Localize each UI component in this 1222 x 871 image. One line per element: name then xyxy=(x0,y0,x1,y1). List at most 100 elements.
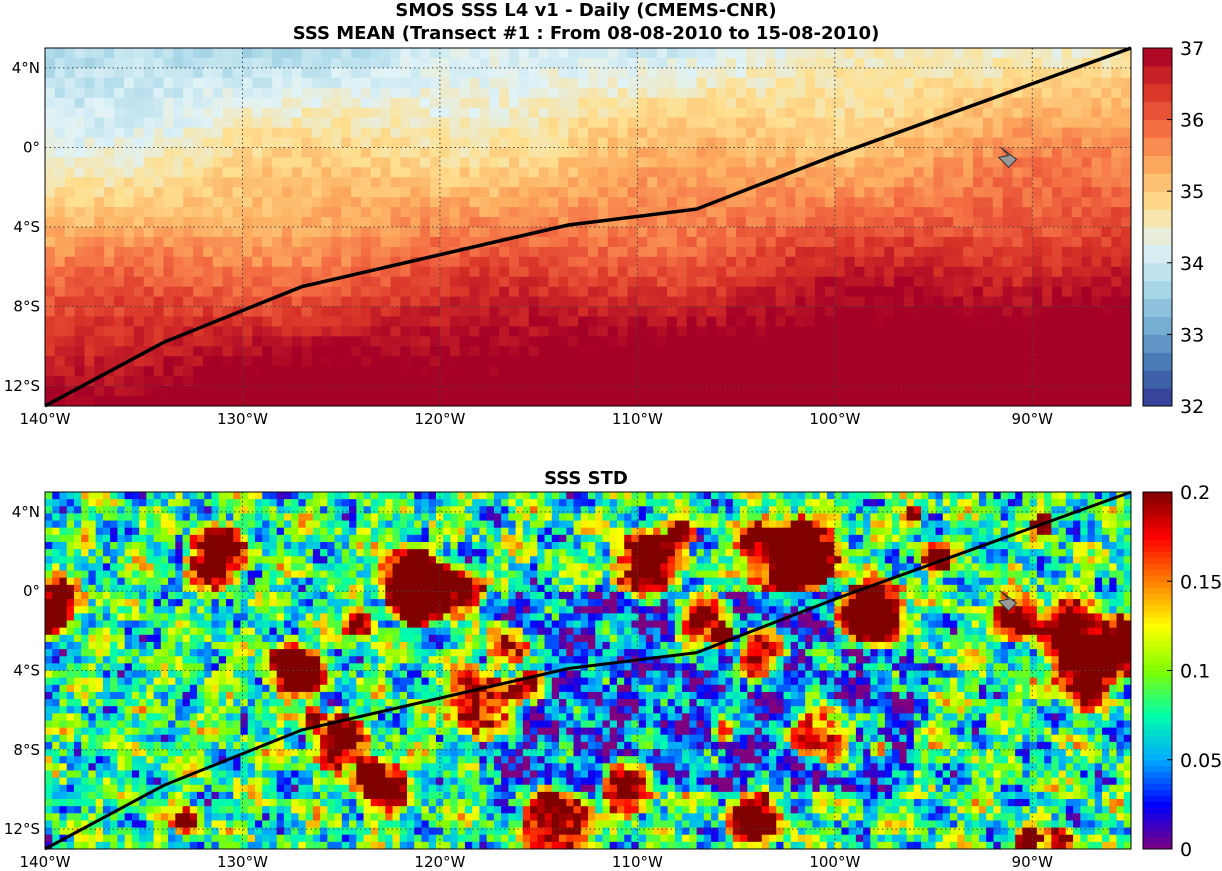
colorbar-tick-label-std: 0.15 xyxy=(1180,571,1222,593)
colorbar-swatch xyxy=(1143,831,1172,838)
lon-tick-label-mean: 140°W xyxy=(20,410,71,428)
lat-tick-label-std: 0° xyxy=(23,582,40,600)
colorbar-swatch xyxy=(1143,119,1172,138)
lon-tick-label-mean: 120°W xyxy=(414,410,465,428)
colorbar-swatch xyxy=(1143,352,1172,371)
sss-std-frame xyxy=(44,491,1132,850)
colorbar-swatch xyxy=(1143,545,1172,552)
colorbar-swatch xyxy=(1143,563,1172,570)
colorbar-swatch xyxy=(1143,801,1172,808)
colorbar-swatch xyxy=(1143,605,1172,612)
colorbar-swatch xyxy=(1143,521,1172,529)
colorbar-swatch xyxy=(1143,712,1172,719)
colorbar-swatch xyxy=(1143,334,1172,353)
lon-tick-label-std: 120°W xyxy=(414,853,465,871)
colorbar-swatch xyxy=(1143,48,1172,67)
colorbar-swatch xyxy=(1143,622,1172,630)
colorbar-swatch xyxy=(1143,718,1172,725)
colorbar-swatch xyxy=(1143,825,1172,832)
lat-tick-label-mean: 12°S xyxy=(4,377,40,395)
colorbar-tick-label-std: 0 xyxy=(1180,839,1192,861)
colorbar-swatch xyxy=(1143,658,1172,666)
colorbar-frame xyxy=(1142,47,1173,407)
colorbar-swatch xyxy=(1143,539,1172,547)
colorbar-tick-label-std: 0.1 xyxy=(1180,661,1210,683)
panel2-title: SSS STD xyxy=(544,468,628,489)
colorbar-swatch xyxy=(1143,227,1172,246)
colorbar-swatch xyxy=(1143,316,1172,335)
colorbar-swatch xyxy=(1143,370,1172,389)
colorbar-swatch xyxy=(1143,676,1172,683)
lat-tick-label-mean: 4°S xyxy=(13,218,40,236)
colorbar-swatch xyxy=(1143,652,1172,660)
lon-tick-label-mean: 90°W xyxy=(1012,410,1054,428)
colorbar-swatch xyxy=(1143,527,1172,535)
colorbar-swatch xyxy=(1143,581,1172,588)
sss-mean-field xyxy=(45,48,1131,406)
sss-mean-map: 140°W 130°W 120°W 110°W 100°W 90°W 4°N 0° 4°S 8°S… xyxy=(4,46,1132,428)
lat-tick-label-mean: 4°N xyxy=(12,59,40,77)
colorbar-swatch xyxy=(1143,599,1172,606)
lon-tick-label-std: 110°W xyxy=(612,853,663,871)
galapagos-island-mean xyxy=(997,147,1018,169)
colorbar-tick-label-mean: 37 xyxy=(1180,38,1204,60)
lon-tick-label-mean: 130°W xyxy=(217,410,268,428)
colorbar-tick-label-std: 0.2 xyxy=(1180,482,1210,504)
colorbar-swatch xyxy=(1143,497,1172,505)
colorbar-tick-label-mean: 35 xyxy=(1180,181,1204,203)
colorbar-swatch xyxy=(1143,575,1172,582)
colorbar-swatch xyxy=(1143,688,1172,695)
colorbar-swatch xyxy=(1143,101,1172,121)
lat-tick-label-std: 4°N xyxy=(12,503,40,521)
colorbar-swatch xyxy=(1143,735,1172,743)
sss-std-tick-labels: 140°W 130°W 120°W 110°W 100°W 90°W 4°N 0° 4°S 8°S… xyxy=(4,503,1053,871)
colorbar-swatch xyxy=(1143,747,1172,755)
colorbar-swatch xyxy=(1143,492,1172,499)
colorbar-swatch xyxy=(1143,388,1172,407)
colorbar-swatch xyxy=(1143,509,1172,517)
colorbar-swatch xyxy=(1143,795,1172,802)
colorbar-swatch xyxy=(1143,783,1172,790)
colorbar-swatch xyxy=(1143,173,1172,192)
lon-tick-label-std: 140°W xyxy=(20,853,71,871)
colorbar-swatch xyxy=(1143,706,1172,713)
sss-std-colorbar: 0.2 0.15 0.1 0.05 0 xyxy=(1142,482,1222,861)
sss-std-field xyxy=(45,492,1131,849)
transect-line-mean xyxy=(44,46,1132,408)
colorbar-swatch xyxy=(1143,262,1172,282)
colorbar-swatch xyxy=(1143,628,1172,636)
colorbar-swatch xyxy=(1143,777,1172,785)
sss-std-graticule xyxy=(45,492,1131,849)
colorbar-swatch xyxy=(1143,771,1172,779)
lon-tick-label-mean: 100°W xyxy=(809,410,860,428)
figure-title-line1: SMOS SSS L4 v1 - Daily (CMEMS-CNR) xyxy=(395,0,776,21)
colorbar-swatch xyxy=(1143,789,1172,796)
sss-mean-tick-labels: 140°W 130°W 120°W 110°W 100°W 90°W 4°N 0° 4°S 8°S… xyxy=(4,59,1053,428)
colorbar-swatch xyxy=(1143,298,1172,317)
colorbar-swatch xyxy=(1143,807,1172,814)
lat-tick-label-std: 8°S xyxy=(13,741,40,759)
colorbar-swatch xyxy=(1143,682,1172,689)
colorbar-swatch xyxy=(1143,765,1172,773)
colorbar-swatch xyxy=(1143,730,1172,737)
colorbar-swatch xyxy=(1143,244,1172,264)
lon-tick-label-std: 100°W xyxy=(809,853,860,871)
colorbar-swatch xyxy=(1143,694,1172,701)
colorbar-swatch xyxy=(1143,837,1172,844)
colorbar-tick-label-mean: 33 xyxy=(1180,324,1204,346)
colorbar-swatch xyxy=(1143,551,1172,558)
transect-line-std xyxy=(44,490,1132,851)
colorbar-swatch xyxy=(1143,759,1172,767)
lat-tick-label-std: 12°S xyxy=(4,820,40,838)
colorbar-swatch xyxy=(1143,664,1172,671)
colorbar-swatch xyxy=(1143,557,1172,564)
colorbar-swatch xyxy=(1143,616,1172,624)
colorbar-tick-label-std: 0.05 xyxy=(1180,750,1222,772)
colorbar-swatch xyxy=(1143,191,1172,210)
lat-tick-label-mean: 8°S xyxy=(13,298,40,316)
colorbar-tick-label-mean: 36 xyxy=(1180,110,1204,132)
colorbar-swatch xyxy=(1143,640,1172,648)
colorbar-swatch xyxy=(1143,813,1172,820)
lon-tick-label-mean: 110°W xyxy=(612,410,663,428)
